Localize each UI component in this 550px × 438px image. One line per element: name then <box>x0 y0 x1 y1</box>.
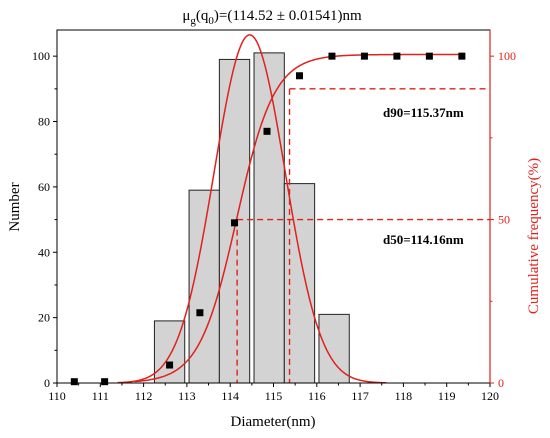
normal-fit-curve <box>117 34 387 384</box>
cumulative-point <box>70 378 78 386</box>
x-axis-title: Diameter(nm) <box>231 414 316 430</box>
y-right-tick-label: 50 <box>498 213 510 227</box>
x-tick-label: 111 <box>92 389 109 403</box>
cumulative-point <box>196 309 204 317</box>
y-right-axis-title: Cumulative frequency(%) <box>526 158 542 314</box>
y-left-ticks: 0 20 40 60 80 100 <box>32 49 57 390</box>
title-sub-0: 0 <box>208 15 214 27</box>
percentile-guides <box>236 88 490 383</box>
cumulative-point <box>263 127 271 135</box>
x-tick-label: 110 <box>48 389 66 403</box>
bar <box>253 52 285 384</box>
x-tick-label: 115 <box>265 389 283 403</box>
cumulative-point <box>166 361 174 369</box>
x-tick-label: 112 <box>135 389 153 403</box>
histogram-bars <box>153 52 350 384</box>
fit-curves <box>117 34 465 384</box>
y-left-tick-label: 0 <box>44 376 50 390</box>
title-mu: μ <box>182 8 190 24</box>
cumulative-point <box>101 378 109 386</box>
x-tick-label: 114 <box>221 389 239 403</box>
y-right-tick-label: 0 <box>498 376 504 390</box>
x-tick-label: 117 <box>351 389 369 403</box>
title-sub-g: g <box>190 15 196 27</box>
x-tick-label: 113 <box>178 389 196 403</box>
bar <box>153 320 186 384</box>
x-tick-label: 116 <box>308 389 326 403</box>
cumulative-point <box>328 52 336 60</box>
y-left-tick-label: 100 <box>32 49 50 63</box>
x-tick-label: 119 <box>438 389 456 403</box>
y-left-tick-label: 40 <box>38 245 50 259</box>
cumulative-fit-curve <box>134 53 465 383</box>
y-left-axis-title: Number <box>7 182 23 231</box>
cumulative-points <box>70 52 466 386</box>
title-rest: )=(114.52 ± 0.01541)nm <box>214 8 362 24</box>
cumulative-point <box>231 219 239 227</box>
bar <box>188 189 220 384</box>
cumulative-point <box>393 52 401 60</box>
x-tick-label: 120 <box>481 389 499 403</box>
y-left-tick-label: 20 <box>38 311 50 325</box>
title-q: (q <box>196 8 209 24</box>
x-axis-ticks: 110 111 112 113 114 115 116 117 118 119 120 <box>48 383 499 403</box>
cumulative-point <box>425 52 433 60</box>
y-right-ticks: 0 50 100 <box>490 49 516 390</box>
cumulative-point <box>458 52 466 60</box>
cumulative-point <box>295 72 303 80</box>
y-left-tick-label: 80 <box>38 115 50 129</box>
bar <box>318 313 350 384</box>
d90-label: d90=115.37nm <box>383 105 464 120</box>
d50-label: d50=114.16nm <box>383 232 464 247</box>
y-right-tick-label: 100 <box>498 49 516 63</box>
cumulative-point <box>360 52 368 60</box>
x-tick-label: 118 <box>395 389 413 403</box>
y-left-tick-label: 60 <box>38 180 50 194</box>
chart-title: μg(q0)=(114.52 ± 0.01541)nm <box>182 8 362 27</box>
